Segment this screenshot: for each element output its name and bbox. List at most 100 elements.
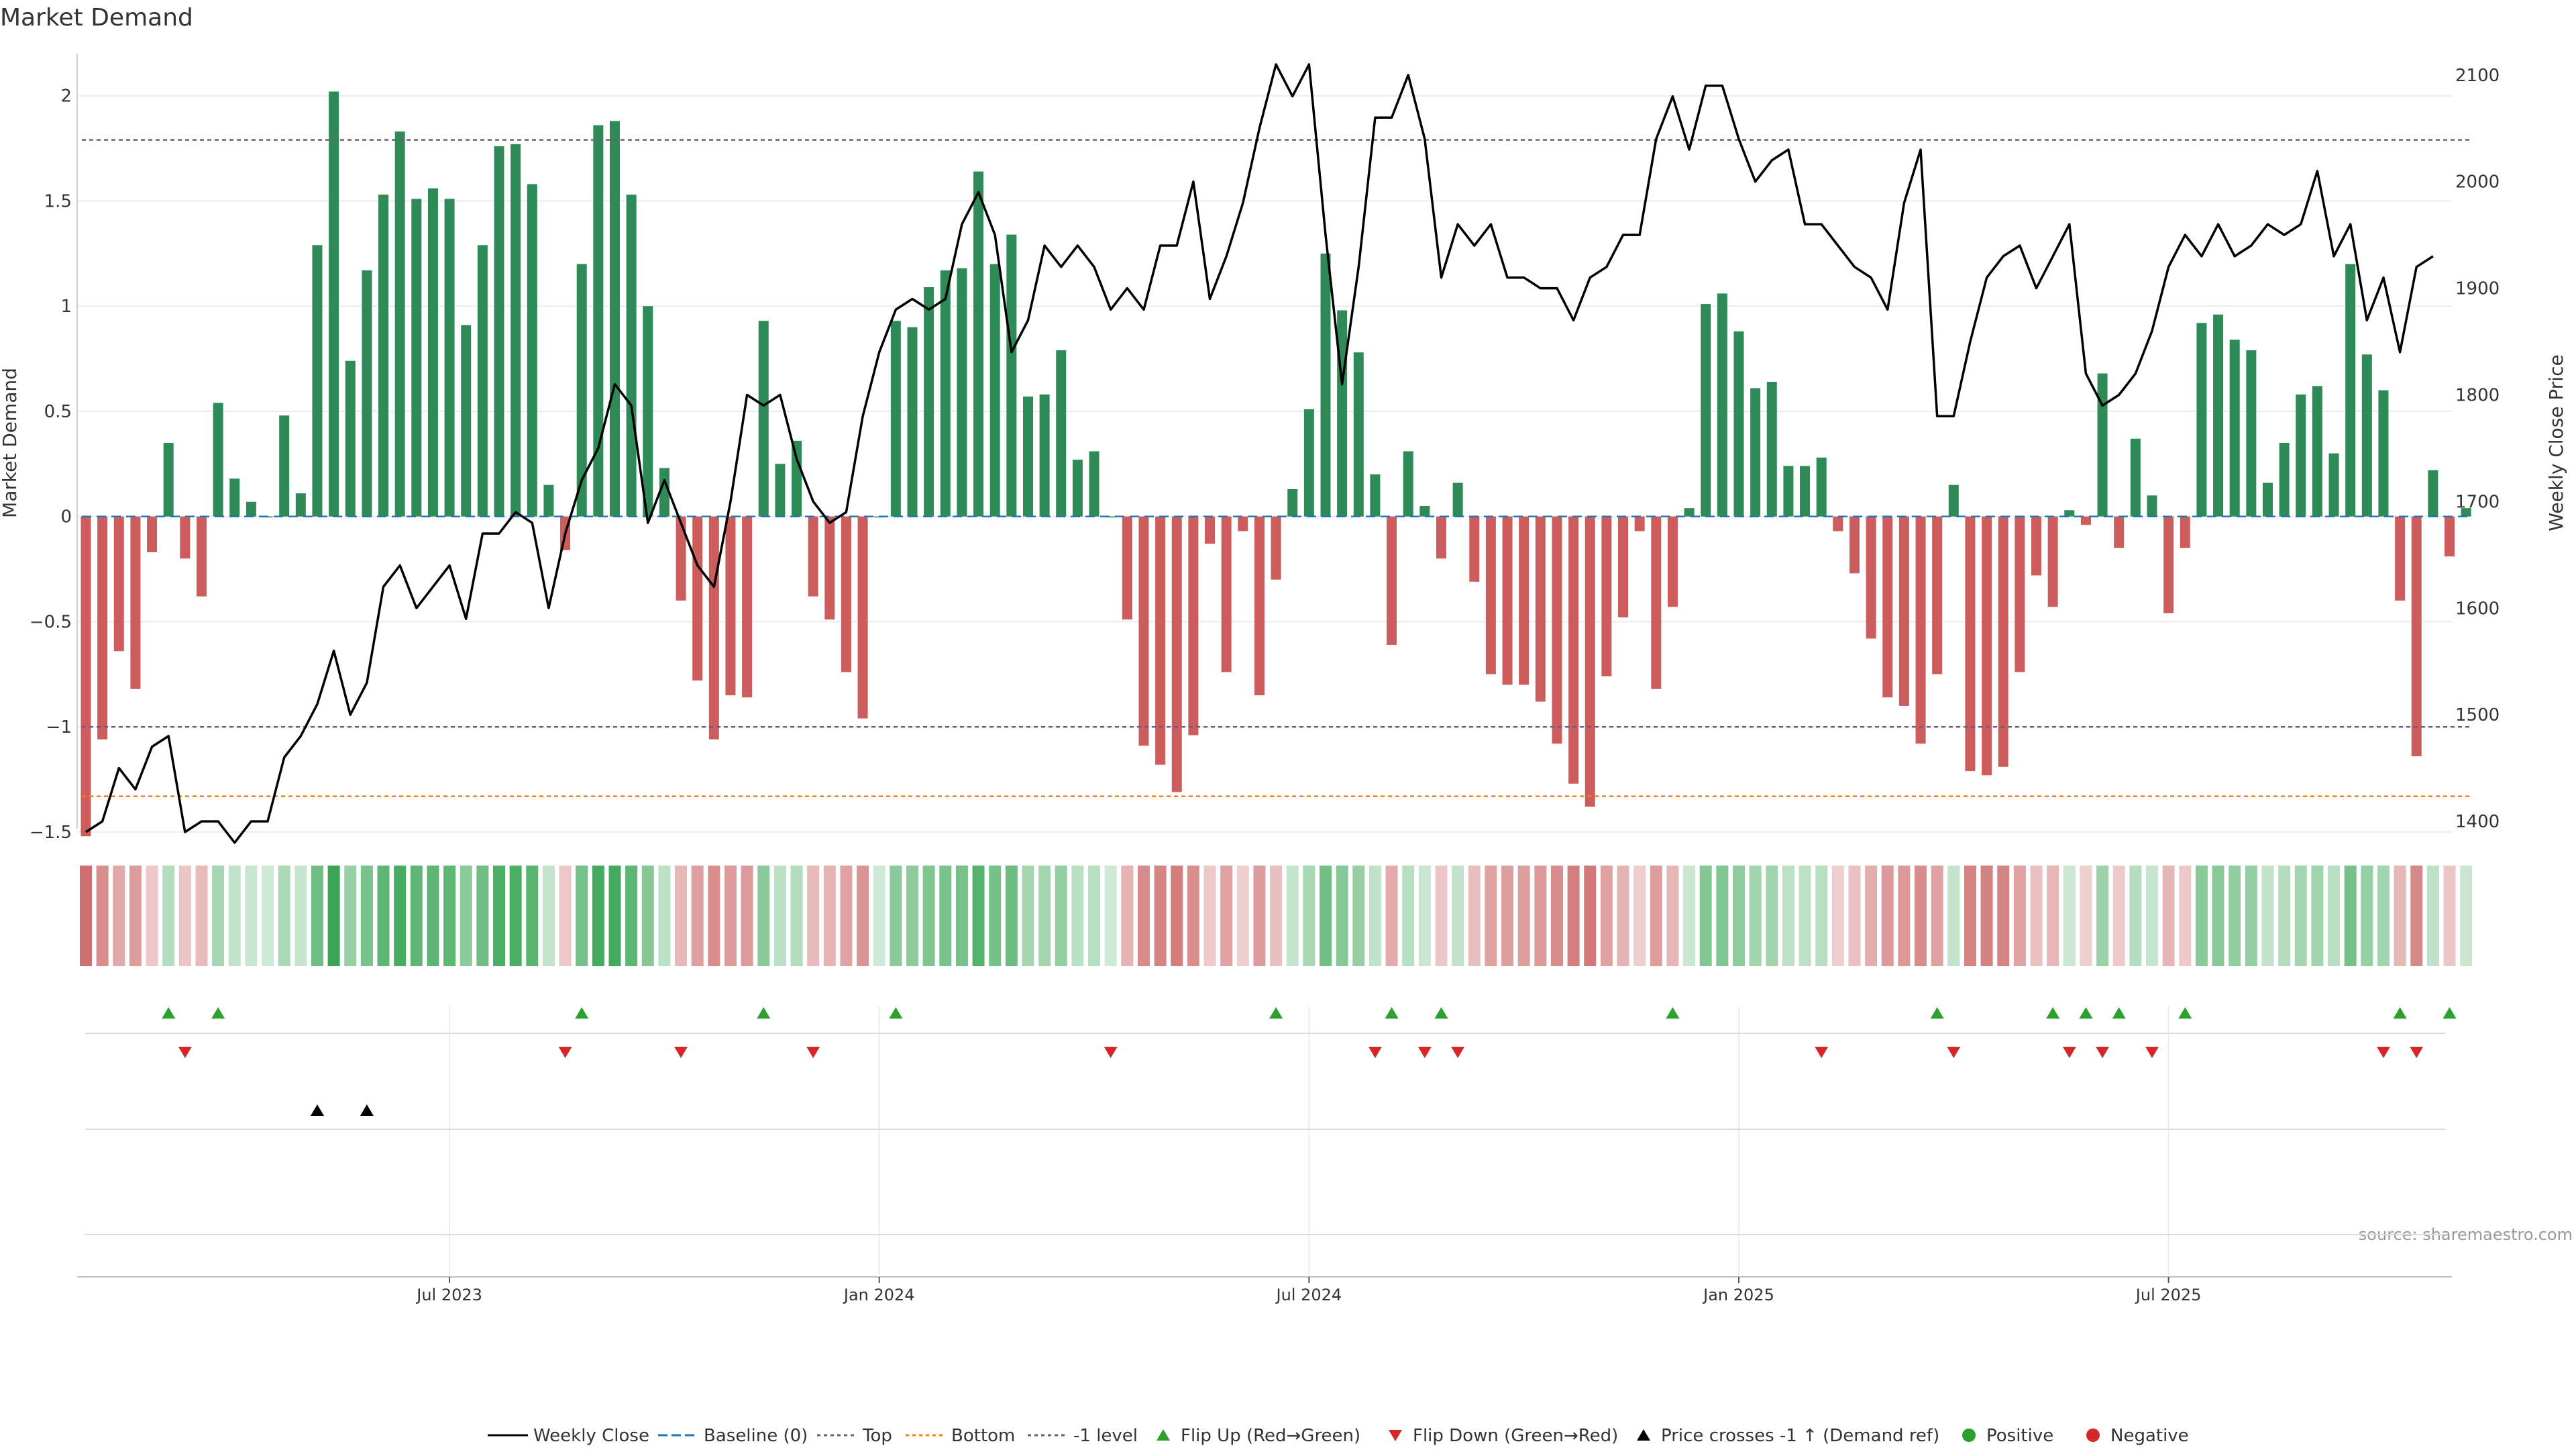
flip-up-marker xyxy=(757,1007,771,1019)
heat-cell xyxy=(1236,866,1249,966)
heat-cell xyxy=(1253,866,1266,966)
heat-cell xyxy=(1320,866,1332,966)
heat-cell xyxy=(1286,866,1299,966)
demand-bar xyxy=(1998,516,2008,767)
demand-bar xyxy=(2114,516,2125,548)
heat-cell xyxy=(840,866,853,966)
demand-bar xyxy=(113,516,124,652)
demand-bar xyxy=(2196,323,2207,517)
x-tick-label: Jan 2025 xyxy=(1702,1286,1774,1304)
demand-bar xyxy=(246,501,256,517)
demand-bar xyxy=(2080,516,2091,525)
heat-cell xyxy=(1352,866,1365,966)
heat-cell xyxy=(1931,866,1943,966)
heat-cell xyxy=(1831,866,1844,966)
demand-bar xyxy=(1733,331,1744,517)
heat-cell xyxy=(1997,866,2010,966)
heat-cell xyxy=(2460,866,2473,966)
heat-cell xyxy=(526,866,539,966)
demand-bar xyxy=(1155,516,1166,765)
demand-bar xyxy=(576,264,587,517)
demand-bar xyxy=(163,443,174,517)
demand-bar xyxy=(1353,352,1364,517)
demand-bar xyxy=(1171,516,1182,792)
demand-bar xyxy=(1436,516,1446,559)
heat-cell xyxy=(1435,866,1448,966)
demand-bar xyxy=(1965,516,1976,772)
demand-bar xyxy=(808,516,818,597)
heat-cell xyxy=(460,866,472,966)
legend-label: Price crosses -1 ↑ (Demand ref) xyxy=(1661,1426,1939,1446)
left-tick-label: 1.5 xyxy=(44,191,72,211)
heat-cell xyxy=(1766,866,1778,966)
flip-up-marker xyxy=(1930,1007,1944,1019)
demand-bar xyxy=(890,321,901,517)
heat-cell xyxy=(2361,866,2373,966)
right-tick-label: 1900 xyxy=(2455,279,2500,299)
heat-cell xyxy=(2063,866,2076,966)
left-tick-label: 1 xyxy=(60,297,72,317)
heat-cell xyxy=(559,866,572,966)
demand-bar xyxy=(1898,516,1909,706)
demand-bar xyxy=(1833,516,1843,531)
flip-down-marker xyxy=(806,1047,820,1058)
demand-bar xyxy=(2428,470,2438,517)
demand-bar xyxy=(2378,390,2389,517)
demand-bar xyxy=(1221,516,1232,672)
x-tick-label: Jul 2023 xyxy=(415,1286,482,1304)
flip-down-marker xyxy=(2410,1047,2424,1058)
x-tick-label: Jul 2025 xyxy=(2135,1286,2202,1304)
heat-cell xyxy=(1782,866,1794,966)
demand-bar xyxy=(1056,350,1067,517)
legend-label: Flip Up (Red→Green) xyxy=(1181,1426,1360,1446)
demand-bar xyxy=(147,516,158,553)
demand-bar xyxy=(1188,516,1199,735)
heat-cell xyxy=(2162,866,2175,966)
demand-bar xyxy=(1337,310,1348,517)
demand-bar xyxy=(1303,409,1314,517)
heat-cell xyxy=(360,866,373,966)
heat-cell xyxy=(2146,866,2158,966)
demand-bar xyxy=(1320,253,1331,517)
demand-bar xyxy=(329,91,339,517)
legend-label: Negative xyxy=(2110,1426,2189,1446)
demand-bar xyxy=(229,478,240,517)
heat-cell xyxy=(1881,866,1894,966)
legend-label: Baseline (0) xyxy=(704,1426,808,1446)
demand-bar xyxy=(1684,508,1695,517)
flip-down-marker xyxy=(1947,1047,1961,1058)
demand-bar xyxy=(1238,516,1248,531)
left-tick-label: 0.5 xyxy=(44,402,72,422)
demand-bar xyxy=(758,321,769,517)
heat-cell xyxy=(989,866,1002,966)
demand-bar xyxy=(427,188,438,517)
heat-cell xyxy=(1485,866,1497,966)
right-tick-label: 2000 xyxy=(2455,172,2500,193)
heat-cell xyxy=(195,866,208,966)
demand-bar xyxy=(2229,340,2240,517)
price-cross-marker xyxy=(310,1104,324,1116)
heat-cell xyxy=(493,866,505,966)
heat-cell xyxy=(1088,866,1101,966)
demand-bar xyxy=(2180,516,2190,548)
heat-cell xyxy=(2377,866,2390,966)
demand-bar xyxy=(2213,314,2224,517)
demand-bar xyxy=(940,270,951,517)
demand-bar xyxy=(1701,304,1711,517)
heat-cell xyxy=(773,866,786,966)
heat-cell xyxy=(1154,866,1167,966)
demand-bar xyxy=(676,516,686,601)
heat-cell xyxy=(2294,866,2307,966)
heat-cell xyxy=(1468,866,1481,966)
heat-cell xyxy=(2013,866,2026,966)
heat-cell xyxy=(2030,866,2043,966)
demand-bar xyxy=(295,493,306,517)
demand-bar xyxy=(708,516,719,740)
heat-cell xyxy=(113,866,125,966)
heat-cell xyxy=(427,866,439,966)
right-tick-label: 1400 xyxy=(2455,812,2500,832)
chart-title: Market Demand xyxy=(0,4,193,32)
heat-cell xyxy=(1733,866,1745,966)
demand-bar xyxy=(2296,394,2306,517)
heat-cell xyxy=(641,866,654,966)
